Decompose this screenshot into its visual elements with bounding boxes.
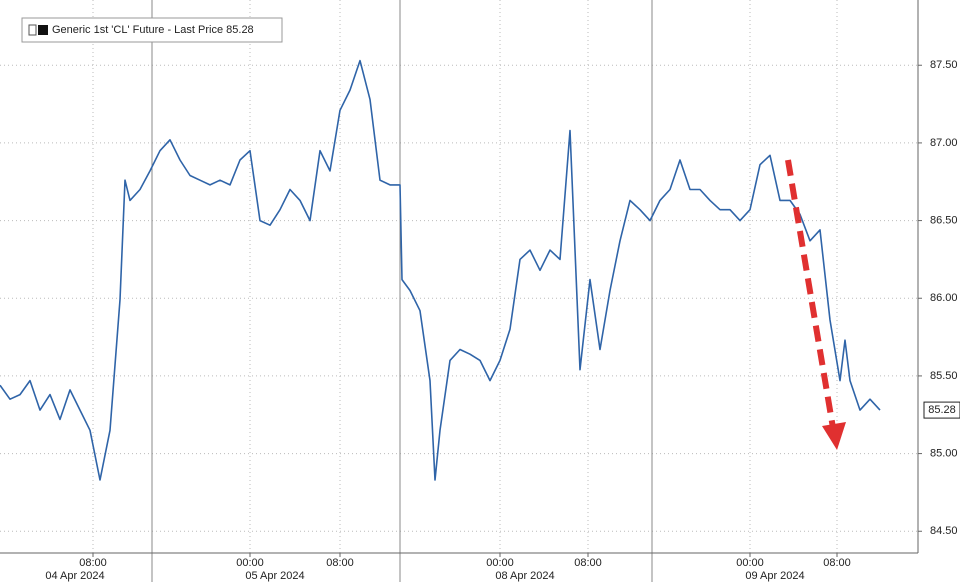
y-tick-label: 86.50	[930, 214, 958, 226]
arrow-shaft	[785, 159, 836, 429]
arrow-head	[822, 422, 846, 450]
x-date-label: 09 Apr 2024	[745, 570, 804, 582]
y-tick-label: 85.00	[930, 447, 958, 459]
y-tick-label: 87.00	[930, 137, 958, 149]
y-tick-label: 87.50	[930, 59, 958, 71]
y-tick-label: 84.50	[930, 525, 958, 537]
last-price-tag	[923, 401, 960, 419]
x-date-label: 05 Apr 2024	[245, 570, 304, 582]
annotation-arrow	[785, 159, 846, 450]
x-tick-label: 00:00	[486, 557, 514, 569]
y-tick-label: 86.00	[930, 292, 958, 304]
grid	[0, 0, 918, 553]
legend-swatch	[38, 25, 48, 35]
x-tick-label: 08:00	[823, 557, 851, 569]
x-tick-label: 00:00	[236, 557, 264, 569]
price-line	[0, 59, 881, 481]
x-tick-label: 08:00	[574, 557, 602, 569]
legend: Generic 1st 'CL' Future - Last Price 85.…	[21, 17, 283, 43]
last-price-label: 85.28	[928, 404, 956, 416]
legend-box	[21, 17, 283, 43]
y-tick-label: 85.50	[930, 370, 958, 382]
x-tick-label: 08:00	[79, 557, 107, 569]
x-tick-label: 08:00	[326, 557, 354, 569]
legend-text: Generic 1st 'CL' Future - Last Price 85.…	[52, 24, 254, 36]
legend-icon	[28, 24, 37, 36]
plot	[0, 59, 881, 481]
x-date-label: 08 Apr 2024	[495, 570, 554, 582]
x-date-label: 04 Apr 2024	[45, 570, 104, 582]
x-tick-label: 00:00	[736, 557, 764, 569]
